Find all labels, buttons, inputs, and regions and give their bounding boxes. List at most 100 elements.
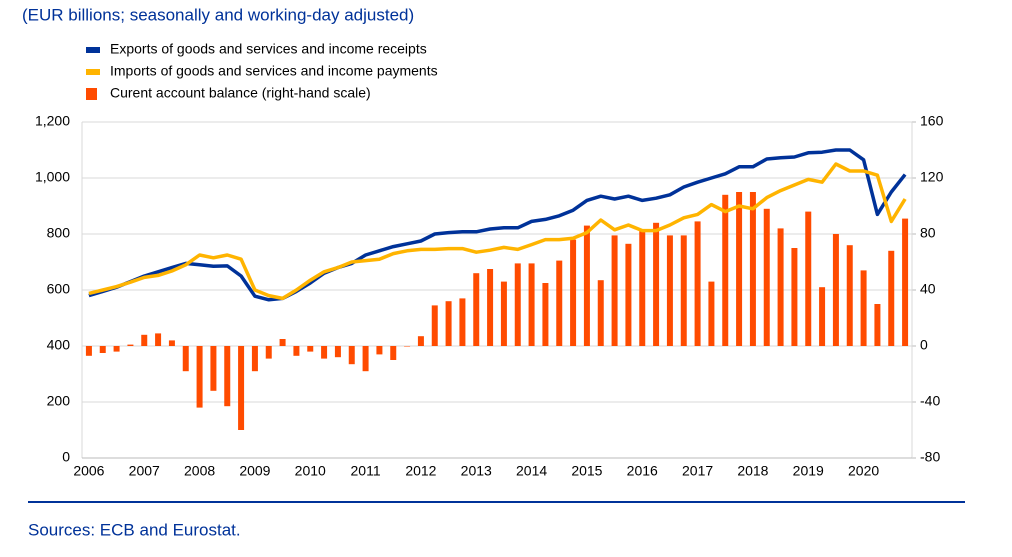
x-tick-label: 2019 [793, 463, 824, 479]
bar [265, 346, 272, 359]
bar [210, 346, 217, 391]
x-tick-label: 2018 [737, 463, 768, 479]
bar [860, 270, 867, 346]
bar [763, 208, 770, 346]
bar [708, 281, 715, 346]
bar [514, 263, 521, 346]
bar [639, 231, 646, 346]
bar [362, 346, 369, 372]
bar [777, 228, 784, 346]
bar [805, 211, 812, 346]
y-tick-label: 400 [47, 337, 71, 353]
bar [445, 301, 452, 346]
bar [155, 333, 162, 346]
bar [653, 222, 660, 346]
bar [473, 273, 480, 346]
bar [334, 346, 341, 358]
x-tick-label: 2015 [571, 463, 602, 479]
bar [722, 194, 729, 346]
bar [390, 346, 397, 360]
y2-tick-label: 120 [920, 169, 944, 185]
bar [251, 346, 258, 372]
bar [459, 298, 466, 346]
x-tick-label: 2013 [461, 463, 492, 479]
bar [141, 334, 148, 346]
bar [224, 346, 231, 407]
bar [736, 192, 743, 346]
x-tick-label: 2009 [239, 463, 270, 479]
bar [307, 346, 314, 352]
bar [321, 346, 328, 359]
bar [348, 346, 355, 365]
x-tick-label: 2020 [848, 463, 879, 479]
y-tick-label: 1,200 [35, 113, 70, 129]
bar [888, 250, 895, 346]
y2-tick-label: 0 [920, 337, 928, 353]
bar [417, 336, 424, 346]
bar [168, 340, 175, 346]
bar [832, 234, 839, 346]
bar [376, 346, 383, 355]
bar [196, 346, 203, 408]
bar [583, 225, 590, 346]
bar [528, 263, 535, 346]
y2-tick-label: -40 [920, 393, 940, 409]
x-tick-label: 2012 [405, 463, 436, 479]
legend-label: Imports of goods and services and income… [110, 63, 438, 79]
bar [791, 248, 798, 346]
x-tick-label: 2011 [351, 463, 381, 479]
bar [113, 346, 120, 352]
bar [749, 192, 756, 346]
bar [666, 235, 673, 346]
bar [431, 305, 438, 346]
bar [680, 235, 687, 346]
bar [625, 243, 632, 346]
bar [85, 346, 92, 356]
legend-swatch [86, 69, 100, 75]
bar [279, 339, 286, 346]
y2-tick-label: 80 [920, 225, 936, 241]
bar [611, 235, 618, 346]
x-tick-label: 2006 [73, 463, 104, 479]
bar [127, 344, 134, 346]
bar [874, 304, 881, 346]
y-tick-label: 800 [47, 225, 71, 241]
bar [542, 283, 549, 346]
x-tick-label: 2007 [129, 463, 160, 479]
bar [846, 245, 853, 346]
bar [99, 346, 106, 353]
x-tick-label: 2014 [516, 463, 547, 479]
legend-label: Curent account balance (right-hand scale… [110, 85, 371, 101]
x-tick-label: 2008 [184, 463, 215, 479]
legend-swatch [86, 47, 100, 53]
y2-tick-label: -80 [920, 449, 940, 465]
chart-title: (EUR billions; seasonally and working-da… [22, 5, 414, 24]
bar [819, 287, 826, 346]
bar [500, 281, 507, 346]
line [88, 148, 907, 302]
y-tick-label: 200 [47, 393, 71, 409]
bar [570, 239, 577, 346]
y-tick-label: 0 [62, 449, 70, 465]
bar [597, 280, 604, 346]
bar [556, 260, 563, 346]
bar [902, 218, 909, 346]
legend-swatch [86, 88, 97, 100]
bar [694, 221, 701, 346]
bar [487, 269, 494, 346]
bar [293, 346, 300, 356]
x-tick-label: 2017 [682, 463, 713, 479]
y-tick-label: 600 [47, 281, 71, 297]
y-tick-label: 1,000 [35, 169, 70, 185]
legend-label: Exports of goods and services and income… [110, 41, 427, 57]
x-tick-label: 2010 [295, 463, 326, 479]
bar [182, 346, 189, 372]
line [88, 162, 907, 301]
bar [238, 346, 245, 430]
bar [404, 346, 411, 347]
x-tick-label: 2016 [627, 463, 658, 479]
y2-tick-label: 160 [920, 113, 944, 129]
y2-tick-label: 40 [920, 281, 936, 297]
source: Sources: ECB and Eurostat. [28, 520, 241, 539]
